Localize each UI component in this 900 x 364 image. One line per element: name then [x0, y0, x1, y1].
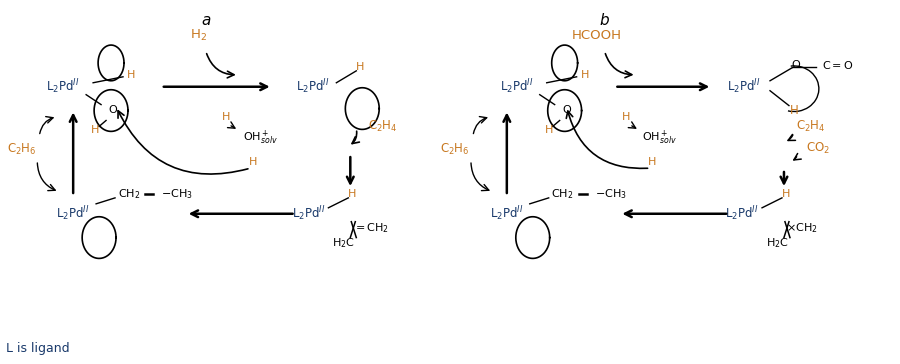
- Text: C$_2$H$_6$: C$_2$H$_6$: [440, 142, 470, 157]
- Text: L$_2$Pd$^{II}$: L$_2$Pd$^{II}$: [47, 78, 80, 96]
- Text: H$_2$: H$_2$: [190, 28, 207, 43]
- Text: a: a: [201, 13, 211, 28]
- Text: H: H: [789, 104, 798, 117]
- Text: $\times$CH$_2$: $\times$CH$_2$: [786, 221, 818, 234]
- Text: CH$_2$: CH$_2$: [118, 187, 140, 201]
- Text: L$_2$Pd$^{II}$: L$_2$Pd$^{II}$: [725, 205, 759, 223]
- Text: CO$_2$: CO$_2$: [806, 141, 830, 156]
- Text: H: H: [580, 70, 589, 80]
- Text: C$_2$H$_6$: C$_2$H$_6$: [6, 142, 36, 157]
- Text: H: H: [127, 70, 135, 80]
- Text: O: O: [792, 60, 800, 70]
- Text: C$_2$H$_4$: C$_2$H$_4$: [796, 119, 825, 134]
- Text: L$_2$Pd$^{II}$: L$_2$Pd$^{II}$: [295, 78, 329, 96]
- Text: H: H: [221, 111, 230, 122]
- Text: H: H: [782, 189, 790, 199]
- Text: C$=$O: C$=$O: [822, 59, 853, 71]
- Text: H: H: [91, 125, 99, 135]
- Text: OH$^+_{solv}$: OH$^+_{solv}$: [643, 129, 678, 147]
- Text: L$_2$Pd$^{II}$: L$_2$Pd$^{II}$: [490, 205, 524, 223]
- Text: O: O: [562, 104, 571, 115]
- Text: HCOOH: HCOOH: [572, 29, 622, 41]
- Text: L$_2$Pd$^{II}$: L$_2$Pd$^{II}$: [57, 205, 90, 223]
- Text: OH$^+_{solv}$: OH$^+_{solv}$: [243, 129, 277, 147]
- Text: H: H: [544, 125, 553, 135]
- Text: b: b: [599, 13, 609, 28]
- Text: $-$CH$_3$: $-$CH$_3$: [161, 187, 193, 201]
- Text: H: H: [348, 189, 356, 199]
- Text: $=$CH$_2$: $=$CH$_2$: [354, 221, 390, 234]
- Text: L$_2$Pd$^{II}$: L$_2$Pd$^{II}$: [727, 78, 760, 96]
- Text: H: H: [356, 62, 365, 72]
- Text: O: O: [109, 104, 117, 115]
- Text: H: H: [648, 157, 657, 167]
- Text: H: H: [622, 111, 631, 122]
- Text: L$_2$Pd$^{II}$: L$_2$Pd$^{II}$: [500, 78, 534, 96]
- Text: H: H: [248, 157, 256, 167]
- Text: CH$_2$: CH$_2$: [552, 187, 574, 201]
- Text: L is ligand: L is ligand: [6, 342, 70, 355]
- Text: C$_2$H$_4$: C$_2$H$_4$: [368, 119, 398, 134]
- Text: L$_2$Pd$^{II}$: L$_2$Pd$^{II}$: [292, 205, 325, 223]
- Text: H$_2$C: H$_2$C: [332, 237, 356, 250]
- Text: H$_2$C: H$_2$C: [766, 237, 789, 250]
- Text: $-$CH$_3$: $-$CH$_3$: [595, 187, 626, 201]
